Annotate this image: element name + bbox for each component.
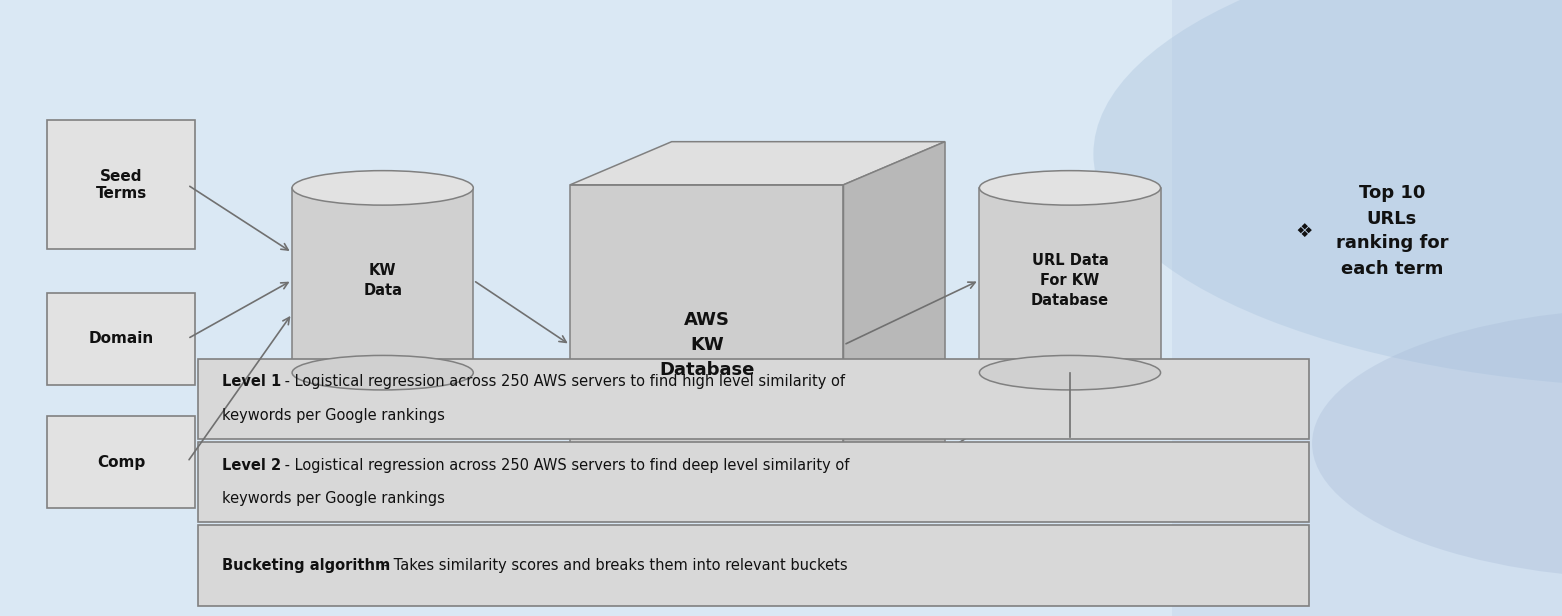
FancyBboxPatch shape [198,359,1309,439]
Text: KW
Data: KW Data [364,263,401,298]
Ellipse shape [292,355,473,390]
Text: - Logistical regression across 250 AWS servers to find high level similarity of: - Logistical regression across 250 AWS s… [280,375,845,389]
Text: Bucketing algorithm: Bucketing algorithm [222,557,390,573]
Text: - Logistical regression across 250 AWS servers to find deep level similarity of: - Logistical regression across 250 AWS s… [280,458,850,472]
FancyBboxPatch shape [47,120,195,249]
Text: Seed
Terms: Seed Terms [95,169,147,201]
Ellipse shape [979,171,1161,205]
FancyBboxPatch shape [47,293,195,385]
FancyBboxPatch shape [47,416,195,508]
Polygon shape [979,188,1161,373]
FancyBboxPatch shape [198,442,1309,522]
Ellipse shape [292,171,473,205]
Circle shape [1312,308,1562,579]
Polygon shape [843,142,945,505]
FancyBboxPatch shape [198,525,1309,606]
Text: Level 2: Level 2 [222,458,281,472]
Text: keywords per Google rankings: keywords per Google rankings [222,492,445,506]
Ellipse shape [979,355,1161,390]
Polygon shape [570,142,945,185]
Polygon shape [292,188,473,373]
Text: keywords per Google rankings: keywords per Google rankings [222,408,445,423]
Text: - Takes similarity scores and breaks them into relevant buckets: - Takes similarity scores and breaks the… [380,557,848,573]
Text: AWS
KW
Database: AWS KW Database [659,311,754,379]
Text: Level 1: Level 1 [222,375,281,389]
Text: Domain: Domain [89,331,153,346]
Text: Comp: Comp [97,455,145,469]
Text: ❖: ❖ [1295,222,1314,240]
Polygon shape [1172,0,1562,616]
Polygon shape [570,185,843,505]
Circle shape [1093,0,1562,388]
Text: URL Data
For KW
Database: URL Data For KW Database [1031,253,1109,307]
Text: Top 10
URLs
ranking for
each term: Top 10 URLs ranking for each term [1336,185,1448,277]
